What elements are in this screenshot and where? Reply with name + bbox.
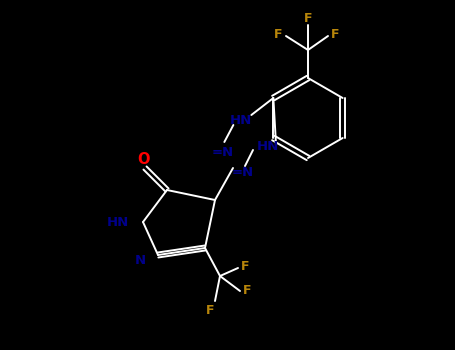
- Text: HN: HN: [257, 140, 279, 153]
- Text: O: O: [137, 152, 149, 167]
- Text: F: F: [274, 28, 282, 41]
- Text: F: F: [206, 304, 214, 317]
- Text: F: F: [243, 285, 251, 297]
- Text: F: F: [331, 28, 339, 41]
- Text: HN: HN: [230, 113, 253, 126]
- Text: F: F: [304, 12, 312, 24]
- Text: HN: HN: [107, 216, 129, 229]
- Text: N: N: [135, 253, 146, 266]
- Text: =N: =N: [232, 166, 254, 178]
- Text: =N: =N: [211, 146, 233, 159]
- Text: F: F: [241, 259, 249, 273]
